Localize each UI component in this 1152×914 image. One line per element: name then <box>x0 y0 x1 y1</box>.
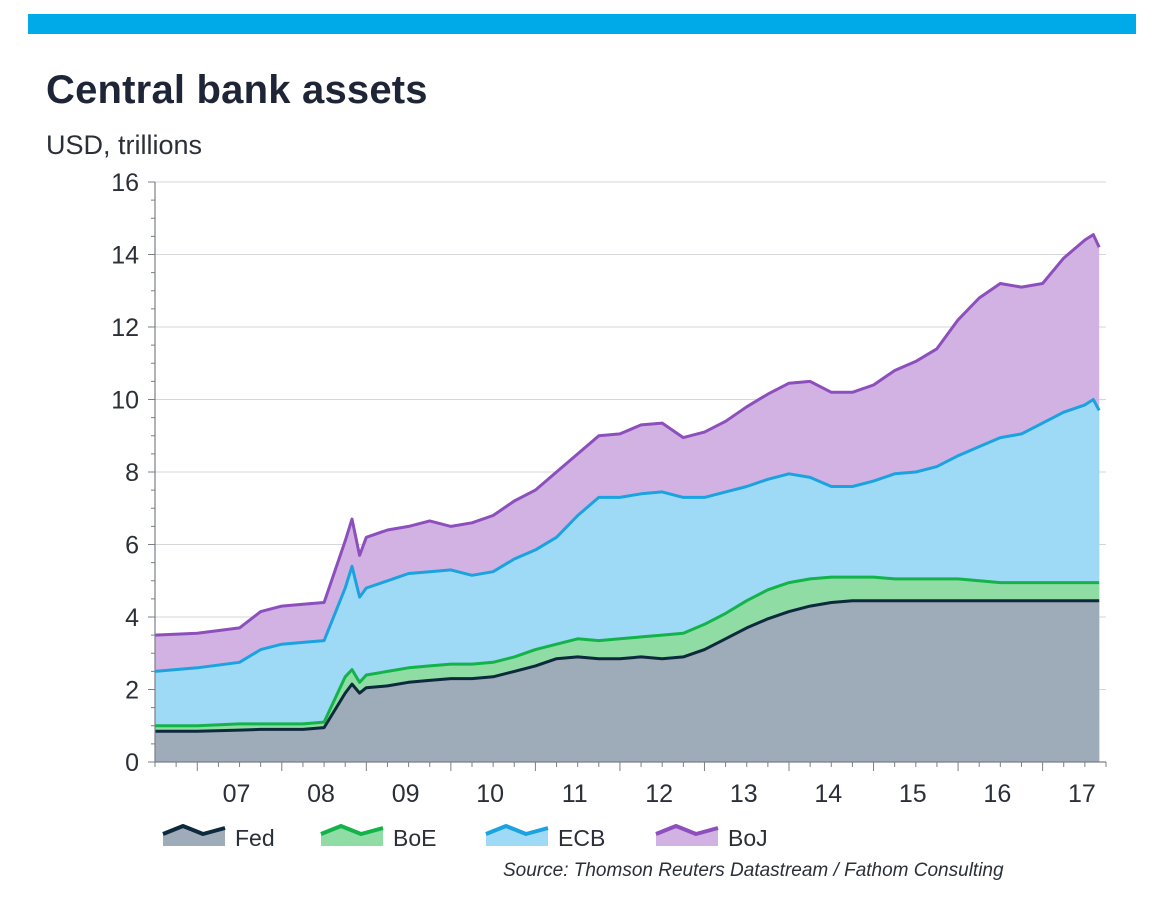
line-fed <box>155 599 1100 733</box>
legend: Fed BoE ECB BoJ <box>162 824 768 851</box>
y-tick-label-4: 4 <box>125 604 139 632</box>
x-tick-label-13: 13 <box>730 780 758 808</box>
y-tick-labels: 0 2 4 6 8 10 12 14 16 <box>111 169 139 777</box>
legend-item-boe: BoE <box>320 824 436 851</box>
line-boj <box>154 233 1101 637</box>
legend-item-ecb: ECB <box>485 824 605 851</box>
legend-line-fed <box>162 824 226 836</box>
legend-label-boe: BoE <box>393 825 436 851</box>
legend-line-boj <box>655 824 719 836</box>
legend-item-fed: Fed <box>162 824 275 851</box>
legend-swatch-fed <box>163 826 225 846</box>
x-tick-label-11: 11 <box>562 780 588 808</box>
legend-line-ecb <box>485 824 549 836</box>
legend-swatch-ecb <box>486 826 548 846</box>
y-tick-label-12: 12 <box>111 314 139 342</box>
source-note: Source: Thomson Reuters Datastream / Fat… <box>503 860 1004 881</box>
x-tick-label-17: 17 <box>1068 780 1096 808</box>
x-tick-label-09: 09 <box>392 780 420 808</box>
y-tick-label-16: 16 <box>111 169 139 197</box>
x-tick-label-07: 07 <box>223 780 251 808</box>
line-ecb <box>154 398 1101 673</box>
y-tick-label-10: 10 <box>111 387 139 415</box>
y-tick-label-14: 14 <box>111 242 139 270</box>
y-tick-label-6: 6 <box>125 532 139 560</box>
y-tick-label-8: 8 <box>125 459 139 487</box>
x-tick-label-15: 15 <box>899 780 927 808</box>
area-fed <box>155 600 1100 762</box>
x-tick-label-16: 16 <box>983 780 1011 808</box>
y-axis-unit-label: USD, trillions <box>46 130 203 160</box>
line-boe <box>155 575 1100 728</box>
x-tick-label-08: 08 <box>307 780 335 808</box>
legend-line-boe <box>320 824 384 836</box>
x-tick-label-14: 14 <box>814 780 842 808</box>
x-tick-label-10: 10 <box>476 780 504 808</box>
legend-label-boj: BoJ <box>728 825 768 851</box>
axes <box>148 181 1107 771</box>
stacked-areas <box>155 234 1100 763</box>
legend-swatch-boe <box>321 826 383 846</box>
legend-swatch-boj <box>656 826 718 846</box>
y-tick-label-2: 2 <box>125 677 139 705</box>
x-tick-labels: 07 08 09 10 11 12 13 14 15 16 17 <box>223 780 1096 808</box>
legend-item-boj: BoJ <box>655 824 768 851</box>
top-accent-bar <box>28 14 1136 34</box>
x-tick-label-12: 12 <box>645 780 673 808</box>
series-lines <box>154 233 1101 733</box>
legend-label-fed: Fed <box>235 825 275 851</box>
chart-title: Central bank assets <box>46 68 428 112</box>
legend-label-ecb: ECB <box>558 825 605 851</box>
y-tick-label-0: 0 <box>125 749 139 777</box>
